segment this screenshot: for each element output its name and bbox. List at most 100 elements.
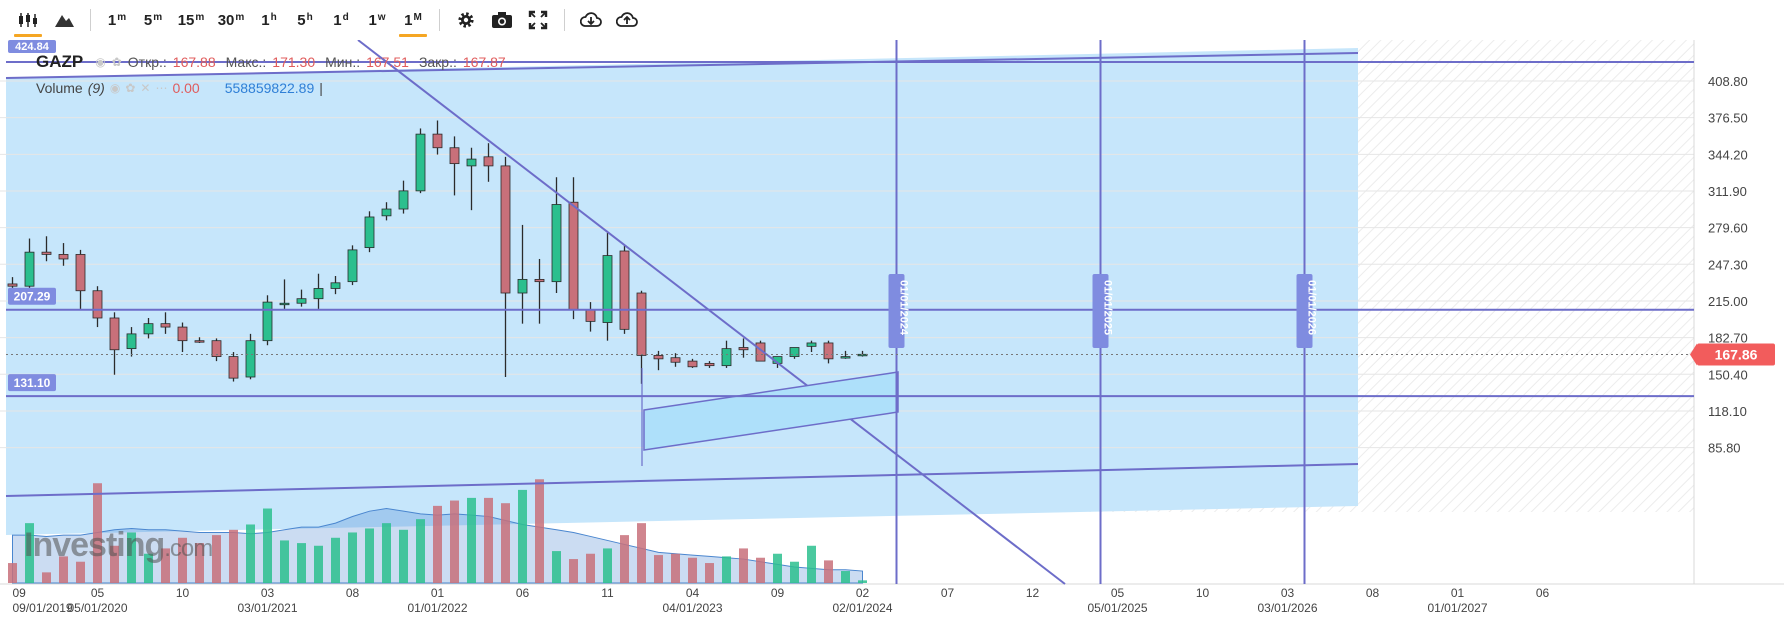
- candle[interactable]: [262, 295, 273, 346]
- time-tick-label: 12: [1026, 586, 1040, 600]
- candle[interactable]: [126, 327, 137, 357]
- candle-body: [160, 323, 171, 328]
- camera-icon[interactable]: [484, 3, 520, 37]
- candle[interactable]: [75, 249, 86, 309]
- candle[interactable]: [279, 279, 290, 309]
- timeframe-unit: w: [377, 11, 386, 23]
- candle[interactable]: [500, 156, 511, 378]
- candle-body: [687, 360, 698, 368]
- candle[interactable]: [449, 136, 460, 196]
- timeframe-unit: m: [117, 11, 127, 23]
- trend-line[interactable]: [357, 39, 1066, 585]
- candle[interactable]: [194, 337, 205, 343]
- timeframe-value: 15: [177, 11, 195, 29]
- current-price-badge: [1697, 343, 1775, 366]
- candle[interactable]: [211, 338, 222, 362]
- settings-icon[interactable]: ✿: [125, 81, 136, 95]
- gear-icon[interactable]: [448, 3, 484, 37]
- candle[interactable]: [398, 180, 409, 214]
- candle[interactable]: [24, 238, 35, 289]
- candle[interactable]: [41, 236, 52, 262]
- candle[interactable]: [296, 289, 307, 307]
- candle[interactable]: [789, 347, 800, 359]
- candle[interactable]: [364, 211, 375, 253]
- timeframe-button[interactable]: 30 m: [211, 3, 251, 37]
- candle-body: [738, 347, 749, 351]
- candle[interactable]: [109, 312, 120, 375]
- mountain-icon[interactable]: [46, 3, 82, 37]
- volume-bar: [671, 553, 680, 583]
- candle[interactable]: [551, 177, 562, 294]
- candle[interactable]: [840, 350, 851, 359]
- candle[interactable]: [687, 358, 698, 368]
- small-channel[interactable]: [643, 371, 899, 451]
- open-value: 167.88: [172, 54, 216, 70]
- candle[interactable]: [415, 128, 426, 194]
- candle[interactable]: [143, 317, 154, 339]
- candle[interactable]: [466, 147, 477, 211]
- candle[interactable]: [823, 340, 834, 364]
- candle[interactable]: [517, 224, 528, 324]
- volume-bar: [620, 535, 629, 583]
- cloud-download-icon[interactable]: [573, 3, 609, 37]
- timeframe-button[interactable]: 15 m: [171, 3, 211, 37]
- volume-label: Volume: [36, 80, 83, 96]
- time-tick-date: 03/01/2026: [1257, 601, 1317, 615]
- candle[interactable]: [670, 353, 681, 367]
- candle[interactable]: [7, 277, 18, 290]
- volume-bar: [144, 553, 153, 583]
- candle[interactable]: [92, 286, 103, 328]
- candle[interactable]: [228, 352, 239, 382]
- volume-bar: [280, 540, 289, 583]
- chart-area[interactable]: 408.80 376.50 344.20 311.90 279.60 247.30 215.…: [0, 39, 1784, 624]
- candle[interactable]: [483, 143, 494, 182]
- timeframe-unit: h: [270, 11, 277, 23]
- close-label: Закр.:: [418, 54, 457, 70]
- candle[interactable]: [177, 322, 188, 353]
- candle[interactable]: [704, 361, 715, 368]
- candle[interactable]: [347, 245, 358, 286]
- date-tag: [888, 274, 905, 348]
- close-icon[interactable]: ✕: [140, 81, 151, 95]
- fullscreen-icon[interactable]: [520, 3, 556, 37]
- channel-lower-line[interactable]: [5, 463, 1359, 497]
- time-tick-date: 03/01/2021: [237, 601, 297, 615]
- price-chart[interactable]: 408.80 376.50 344.20 311.90 279.60 247.30 215.…: [0, 39, 1784, 624]
- candle[interactable]: [313, 273, 324, 309]
- more-icon[interactable]: ⋯: [155, 81, 168, 95]
- candle[interactable]: [245, 333, 256, 380]
- candlestick-icon[interactable]: [10, 3, 46, 37]
- cloud-upload-icon[interactable]: [609, 3, 645, 37]
- candle-body: [704, 362, 715, 367]
- candle[interactable]: [58, 243, 69, 266]
- settings-icon[interactable]: ✿: [111, 55, 122, 69]
- volume-bar: [314, 545, 323, 583]
- eye-icon[interactable]: ◉: [109, 81, 121, 95]
- channel-upper-line[interactable]: [5, 52, 1359, 79]
- candle[interactable]: [738, 338, 749, 358]
- candle[interactable]: [160, 312, 171, 334]
- volume-value: 0.00: [172, 80, 200, 96]
- candle-body: [24, 251, 35, 287]
- candle[interactable]: [619, 245, 630, 334]
- candle[interactable]: [432, 120, 443, 155]
- price-tick-label: 182.70: [1708, 331, 1748, 346]
- volume-bar: [246, 524, 255, 583]
- candle[interactable]: [381, 202, 392, 221]
- level-tag: [8, 374, 56, 392]
- candle[interactable]: [602, 232, 613, 341]
- toolbar-divider: [439, 9, 440, 31]
- candle[interactable]: [806, 340, 817, 353]
- candle[interactable]: [653, 350, 664, 371]
- time-tick-label: 10: [1196, 586, 1210, 600]
- eye-icon[interactable]: ◉: [95, 55, 106, 69]
- candle[interactable]: [330, 275, 341, 295]
- candle[interactable]: [534, 258, 545, 324]
